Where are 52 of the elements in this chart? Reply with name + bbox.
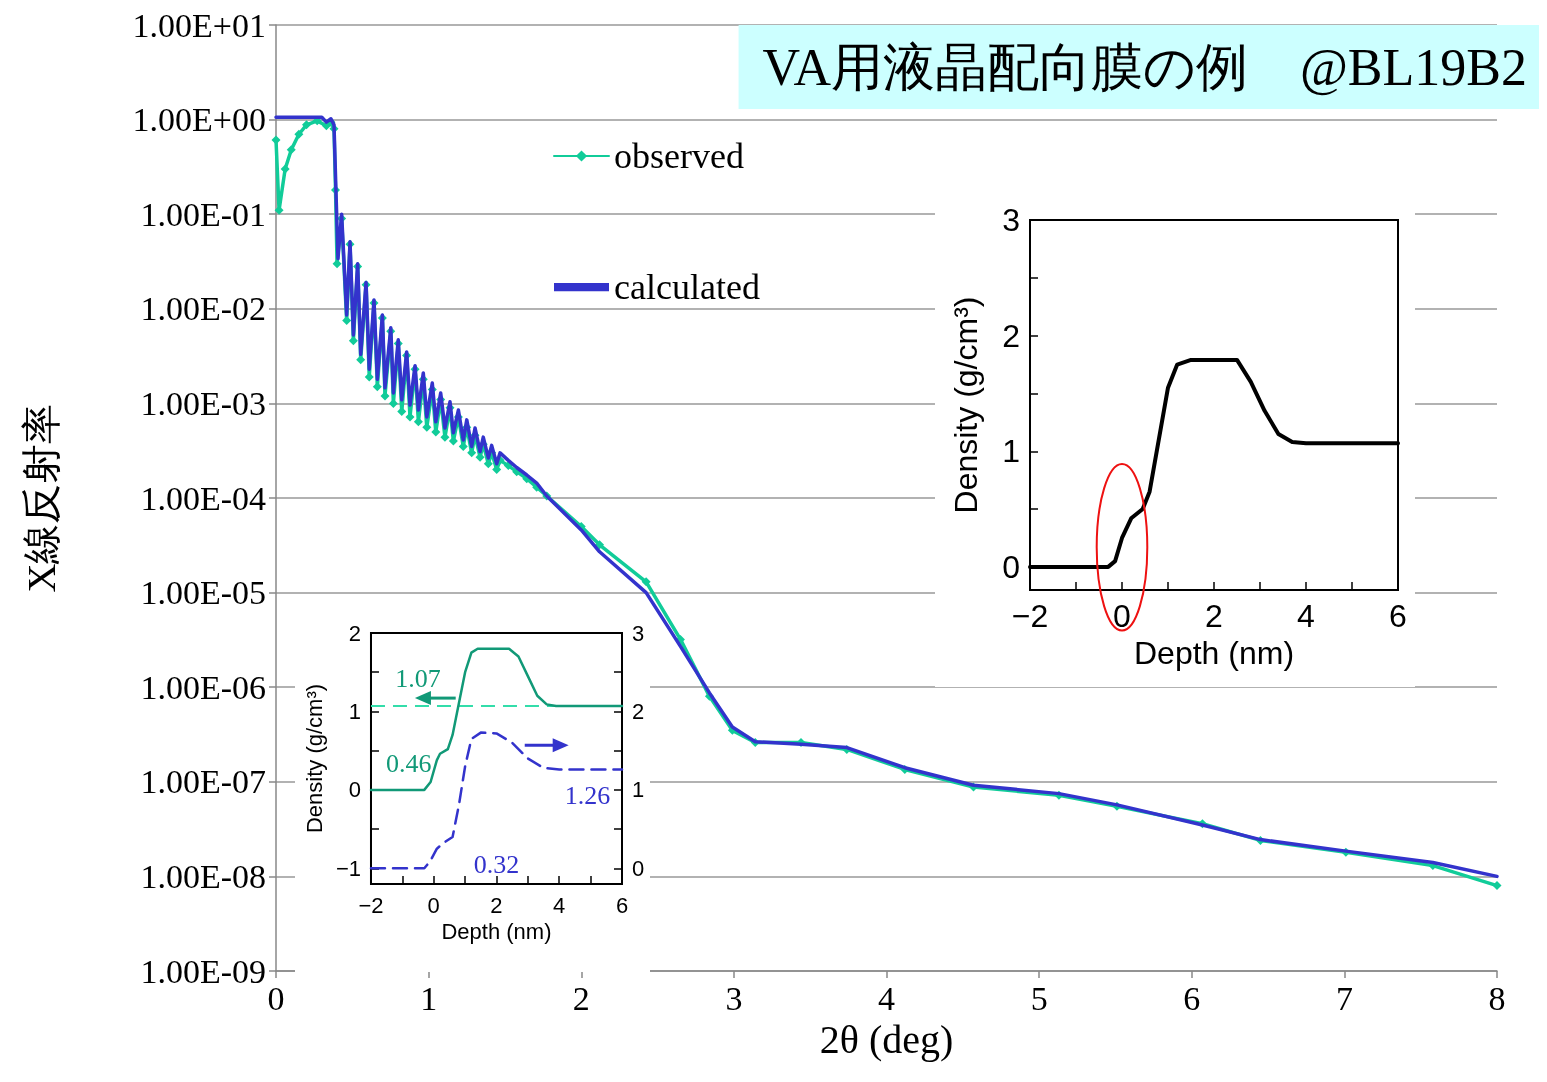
annotation: 0.46 (385, 749, 432, 779)
x-tick-label: 2 (490, 892, 503, 918)
y-axis-title: Density (g/cm³) (301, 683, 327, 834)
x-tick-label: 2 (572, 979, 590, 1017)
y-tick-label: 1.00E-02 (140, 290, 266, 328)
annotation: 1.07 (395, 663, 441, 693)
x-axis-title: 2θ (deg) (819, 1017, 954, 1063)
x-axis-title: Depth (nm) (1133, 634, 1295, 671)
x-axis-title: Depth (nm) (441, 919, 552, 945)
x-tick-label: −2 (1011, 598, 1049, 634)
x-tick-label: 1 (420, 979, 438, 1017)
x-tick-label: 4 (1297, 598, 1315, 634)
chart-title: VA用液晶配向膜の例 @BL19B2 (762, 38, 1527, 96)
x-tick-label: 5 (1030, 979, 1048, 1017)
x-tick-label: 7 (1335, 979, 1353, 1017)
annotation: 0.32 (473, 849, 520, 879)
y2-tick-label: 0 (632, 855, 645, 881)
x-tick-label: 0 (1113, 598, 1131, 634)
y-tick-label: 1.00E-04 (140, 479, 266, 517)
x-tick-label: 4 (878, 979, 895, 1017)
y-tick-label: 1.00E-08 (140, 857, 266, 895)
annotation: 1.26 (564, 780, 611, 810)
y-tick-label: 1.00E-06 (140, 668, 266, 706)
y-tick-label: 2 (1002, 317, 1020, 354)
y-tick-label: 0 (1002, 548, 1020, 585)
legend-label: calculated (614, 267, 760, 307)
y-tick-label: 1.00E-05 (140, 574, 266, 612)
y-tick-label: 0 (348, 777, 361, 803)
y-tick-label: 1.00E+01 (132, 6, 266, 44)
legend-label: observed (614, 136, 744, 176)
y-tick-label: 1 (348, 698, 361, 724)
x-tick-label: 2 (1205, 598, 1223, 634)
y-tick-label: 1.00E-01 (140, 195, 266, 233)
x-tick-label: 6 (615, 892, 629, 918)
y-axis-title: X線反射率 (18, 403, 64, 593)
y-tick-label: 1.00E-09 (140, 952, 266, 990)
y-tick-label: 1 (1002, 433, 1020, 470)
y-tick-label: 1.00E-07 (140, 763, 266, 801)
x-tick-label: 8 (1488, 979, 1506, 1017)
x-tick-label: 3 (725, 979, 743, 1017)
y-tick-label: 1.00E-03 (140, 384, 266, 422)
x-tick-label: 4 (553, 892, 566, 918)
y-tick-label: −1 (335, 855, 361, 881)
y2-tick-label: 1 (632, 777, 645, 803)
x-tick-label: −2 (358, 892, 384, 918)
y-tick-label: 1.00E+00 (132, 101, 266, 139)
y-tick-label: 3 (1002, 202, 1020, 238)
x-tick-label: 6 (1389, 598, 1407, 634)
x-tick-label: 6 (1183, 979, 1201, 1017)
x-tick-label: 0 (427, 892, 440, 918)
y-axis-title: Density (g/cm³) (948, 296, 984, 514)
y2-tick-label: 2 (632, 698, 645, 724)
